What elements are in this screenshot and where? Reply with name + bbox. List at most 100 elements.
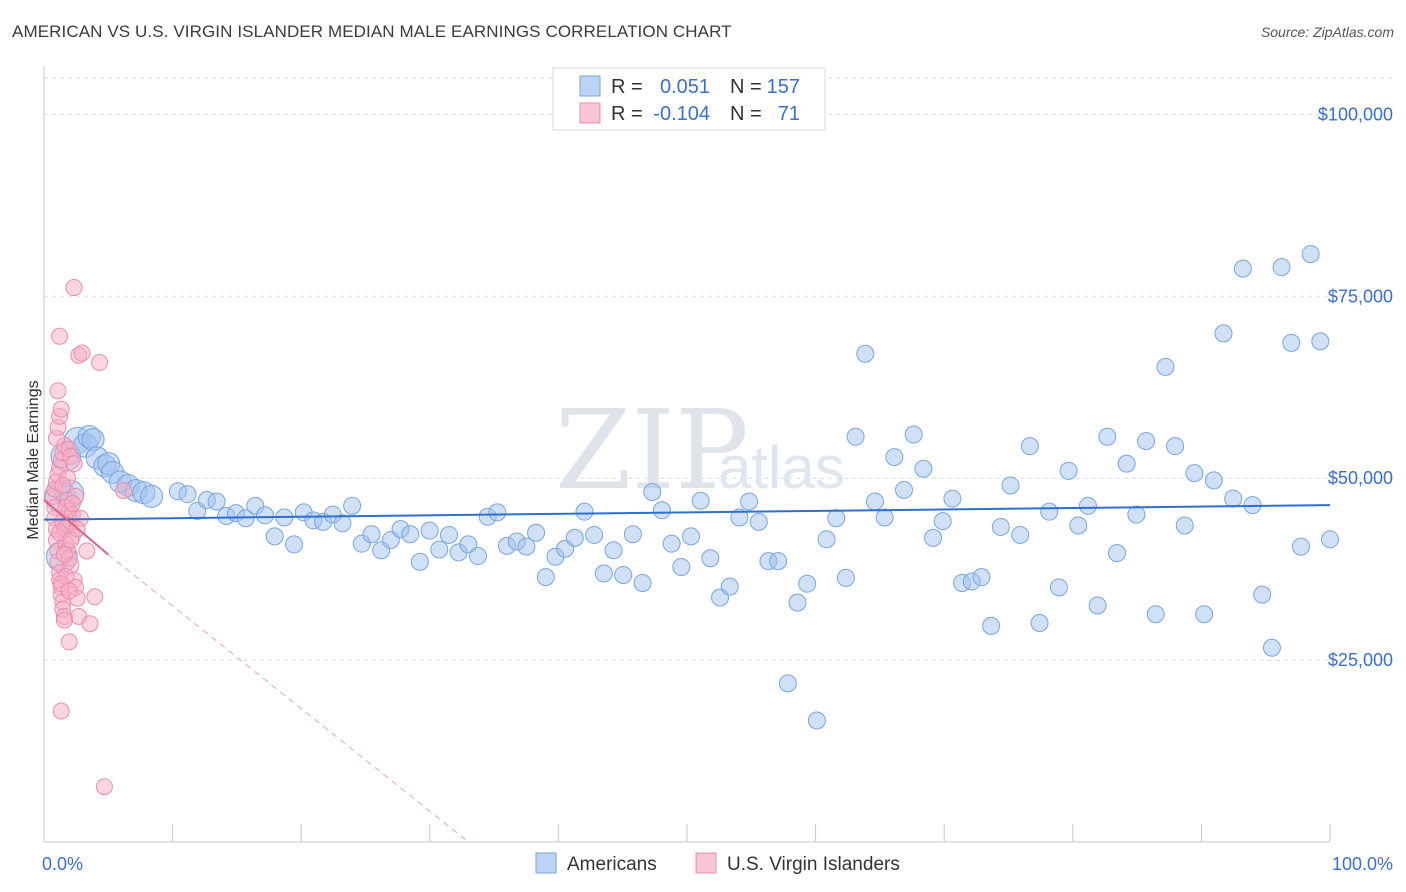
virgin-islanders-point-65: [55, 611, 73, 629]
legend-r-label-1: R =: [611, 103, 643, 125]
axes: Median Male Earnings: [25, 66, 1331, 843]
americans-point-108: [1049, 578, 1068, 597]
americans-point-135: [1311, 332, 1330, 351]
americans-point-105: [1020, 437, 1039, 456]
chart-title: AMERICAN VS U.S. VIRGIN ISLANDER MEDIAN …: [12, 22, 732, 41]
americans-point-86: [836, 568, 855, 587]
americans-point-109: [1059, 461, 1078, 480]
americans-point-93: [904, 425, 923, 444]
americans-point-126: [1224, 489, 1243, 508]
americans-point-48: [469, 547, 487, 566]
americans-point-61: [594, 564, 613, 583]
americans-point-71: [691, 491, 710, 510]
bottom-legend-swatch-0: [535, 852, 557, 874]
americans-point-87: [846, 427, 865, 446]
americans-point-130: [1262, 638, 1281, 657]
legend-r-value-1: -0.104: [653, 103, 710, 125]
americans-point-112: [1088, 596, 1107, 615]
americans-point-67: [652, 501, 671, 520]
americans-point-95: [924, 528, 943, 547]
americans-point-43: [420, 521, 439, 540]
americans-point-90: [875, 508, 894, 527]
americans-point-124: [1204, 471, 1223, 490]
grid-lines: [44, 77, 1392, 661]
virgin-islanders-point-25: [49, 382, 67, 400]
virgin-islanders-point-44: [73, 344, 91, 362]
virgin-islanders-point-68: [54, 476, 72, 494]
americans-point-81: [788, 593, 807, 612]
americans-point-111: [1078, 496, 1097, 515]
americans-point-77: [749, 512, 768, 531]
americans-point-59: [575, 502, 594, 521]
americans-point-44: [430, 540, 449, 559]
americans-point-117: [1137, 432, 1156, 451]
americans-point-106: [1030, 613, 1049, 632]
americans-point-129: [1253, 585, 1272, 604]
americans-point-72: [701, 549, 720, 568]
y-axis-label: Median Male Earnings: [25, 380, 42, 539]
x-tick-label-0: 0.0%: [42, 854, 83, 874]
americans-point-74: [720, 577, 739, 596]
americans-point-123: [1195, 605, 1214, 624]
americans-point-75: [730, 508, 749, 527]
y-tick-label-3: $100,000: [1318, 104, 1393, 124]
virgin-islanders-trend-extension: [107, 554, 469, 843]
virgin-islanders-point-51: [95, 778, 113, 796]
americans-point-70: [682, 527, 700, 546]
virgin-islanders-trend-line: [43, 499, 109, 556]
americans-point-16: [140, 484, 164, 508]
americans-point-131: [1272, 258, 1291, 277]
americans-point-21: [207, 492, 226, 511]
virgin-islanders-point-26: [51, 327, 69, 345]
americans-point-134: [1301, 245, 1320, 264]
americans-points: [44, 245, 1339, 730]
americans-point-53: [517, 537, 536, 556]
virgin-islanders-point-66: [65, 455, 83, 473]
virgin-islanders-point-48: [86, 588, 104, 606]
legend-r-value-0: 0.051: [660, 76, 710, 98]
americans-point-63: [614, 565, 633, 584]
americans-point-110: [1069, 516, 1088, 535]
americans-point-29: [285, 535, 304, 554]
americans-point-84: [817, 530, 836, 549]
americans-point-89: [865, 492, 884, 511]
virgin-islanders-point-24: [52, 400, 70, 418]
americans-point-35: [343, 496, 362, 515]
legend: R = 0.051 N = 157 R = -0.104 N = 71: [552, 67, 826, 131]
y-tick-label-0: $25,000: [1328, 650, 1393, 670]
americans-point-68: [662, 534, 681, 553]
americans-point-60: [585, 525, 604, 544]
bottom-legend-swatch-1: [695, 852, 717, 874]
americans-point-66: [643, 483, 662, 502]
bottom-legend-label-0: Americans: [567, 854, 657, 875]
americans-point-82: [798, 574, 817, 593]
americans-point-133: [1291, 537, 1310, 556]
tick-labels: $25,000 $50,000 $75,000 $100,000 0.0% 100.0%: [42, 104, 1393, 874]
americans-point-69: [672, 557, 691, 576]
americans-point-125: [1214, 324, 1233, 343]
americans-point-122: [1185, 464, 1204, 483]
americans-point-47: [459, 535, 478, 554]
americans-point-34: [333, 514, 352, 533]
americans-point-58: [565, 528, 584, 547]
americans-point-94: [914, 459, 933, 478]
virgin-islanders-point-69: [63, 495, 81, 513]
americans-point-107: [1040, 502, 1059, 521]
americans-point-62: [604, 541, 623, 560]
americans-point-116: [1127, 505, 1146, 524]
americans-point-121: [1175, 516, 1194, 535]
legend-n-label-1: N =: [730, 103, 762, 125]
virgin-islanders-point-46: [78, 542, 96, 560]
americans-point-80: [778, 674, 797, 693]
virgin-islanders-point-47: [81, 615, 99, 633]
americans-point-45: [439, 525, 458, 544]
americans-point-102: [991, 517, 1010, 536]
americans-point-54: [527, 523, 546, 542]
bottom-legend: Americans U.S. Virgin Islanders: [535, 852, 900, 875]
americans-point-91: [885, 448, 904, 467]
y-tick-label-2: $75,000: [1328, 286, 1393, 306]
bottom-legend-label-1: U.S. Virgin Islanders: [727, 854, 900, 875]
x-tick-label-1: 100.0%: [1332, 854, 1393, 874]
americans-point-96: [933, 512, 952, 531]
